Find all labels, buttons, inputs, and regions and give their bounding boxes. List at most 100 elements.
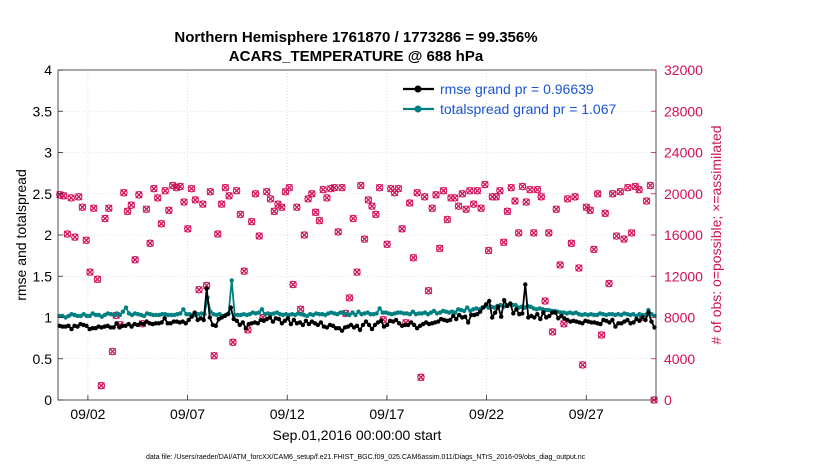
obs-possible-marker <box>221 183 230 192</box>
obs-count-mark <box>319 185 327 194</box>
obs-assimilated-marker <box>436 244 444 253</box>
obs-count-mark <box>176 182 184 191</box>
rmse-point <box>538 316 543 322</box>
rmse-point <box>487 298 492 304</box>
obs-assimilated-marker <box>451 194 459 202</box>
obs-assimilated-marker <box>522 198 530 206</box>
obs-possible-marker <box>567 239 576 248</box>
obs-count-mark <box>507 183 515 192</box>
chart-subtitle: ACARS_TEMPERATURE @ 688 hPa <box>229 48 484 65</box>
x-axis: 09/02 09/07 09/12 09/17 09/22 09/27 <box>70 395 604 422</box>
obs-assimilated-marker <box>263 188 271 196</box>
spread-point <box>652 313 657 319</box>
obs-possible-marker <box>413 188 421 197</box>
obs-possible-marker <box>499 238 508 246</box>
obs-count-mark <box>323 194 331 202</box>
obs-count-mark <box>405 199 414 207</box>
obs-count-mark <box>601 209 609 218</box>
obs-count-mark <box>67 194 75 202</box>
rmse-point <box>306 321 312 327</box>
spread-point <box>353 312 358 318</box>
obs-assimilated-marker <box>507 183 515 192</box>
obs-possible-marker <box>71 233 79 241</box>
obs-count-mark <box>394 184 403 193</box>
obs-count-mark <box>514 229 523 237</box>
obs-assimilated-marker <box>533 185 542 194</box>
obs-assimilated-marker <box>300 231 308 239</box>
obs-assimilated-marker <box>473 187 482 195</box>
obs-possible-marker <box>451 194 459 202</box>
obs-count-mark <box>398 225 406 233</box>
rmse-point <box>475 312 480 317</box>
obs-possible-marker <box>439 186 448 195</box>
obs-possible-marker <box>364 196 373 204</box>
rmse-point <box>339 328 345 333</box>
obs-possible-marker <box>556 261 564 269</box>
obs-possible-marker <box>605 279 613 288</box>
x-tick-label: 09/27 <box>569 406 604 422</box>
rmse-point <box>454 316 459 322</box>
obs-possible-marker <box>176 182 184 191</box>
obs-possible-marker <box>390 188 399 197</box>
obs-possible-marker <box>496 186 504 195</box>
obs-assimilated-marker <box>368 202 376 210</box>
rmse-point <box>315 322 321 328</box>
obs-assimilated-marker <box>496 187 504 195</box>
obs-count-mark <box>473 186 482 195</box>
obs-count-mark <box>150 184 158 193</box>
obs-assimilated-marker <box>248 217 256 226</box>
obs-assimilated-marker <box>146 239 154 247</box>
obs-count-mark <box>210 351 218 360</box>
rmse-point <box>366 322 372 328</box>
rmse-point <box>318 320 324 325</box>
obs-assimilated-marker <box>616 188 624 196</box>
obs-assimilated-marker <box>293 203 301 211</box>
obs-assimilated-marker <box>319 185 327 194</box>
obs-assimilated-marker <box>97 381 105 390</box>
obs-count-mark <box>605 279 613 288</box>
obs-assimilated-marker <box>210 352 218 360</box>
obs-possible-marker <box>552 205 561 213</box>
spread-point <box>150 312 156 318</box>
obs-possible-marker <box>214 230 222 238</box>
rmse-point <box>523 282 528 287</box>
obs-possible-marker <box>462 205 470 213</box>
obs-possible-marker <box>398 225 406 233</box>
obs-assimilated-marker <box>176 182 184 191</box>
obs-count-mark <box>492 193 500 201</box>
obs-assimilated-marker <box>360 235 369 243</box>
obs-possible-marker <box>409 253 418 262</box>
obs-count-mark <box>578 361 587 369</box>
obs-possible-marker <box>454 202 463 210</box>
rmse-series <box>57 282 657 333</box>
obs-assimilated-marker <box>428 204 436 212</box>
obs-assimilated-marker <box>86 268 94 276</box>
obs-possible-marker <box>278 203 286 211</box>
obs-possible-marker <box>608 190 617 198</box>
obs-count-mark <box>477 204 485 212</box>
spread-point <box>181 307 186 312</box>
obs-count-mark <box>184 225 192 233</box>
obs-count-mark <box>552 205 561 213</box>
obs-possible-marker <box>387 184 395 193</box>
obs-assimilated-marker <box>466 187 474 195</box>
obs-possible-marker <box>101 214 109 223</box>
obs-possible-marker <box>146 239 154 248</box>
spread-point <box>377 306 382 311</box>
obs-count-mark <box>285 183 294 192</box>
obs-count-mark <box>567 239 576 248</box>
spread-point <box>407 312 413 317</box>
rmse-point <box>255 321 260 326</box>
obs-count-mark <box>620 235 628 243</box>
obs-assimilated-marker <box>78 203 87 211</box>
obs-count-mark <box>195 285 203 294</box>
obs-possible-marker <box>131 256 139 264</box>
rmse-point <box>336 326 342 331</box>
obs-possible-marker <box>300 231 309 239</box>
obs-count-mark <box>593 190 602 198</box>
obs-possible-marker <box>646 181 655 190</box>
obs-assimilated-marker <box>150 184 158 193</box>
rmse-point <box>243 326 248 331</box>
obs-count-mark <box>93 275 102 284</box>
x-tick-label: 09/17 <box>369 406 404 422</box>
